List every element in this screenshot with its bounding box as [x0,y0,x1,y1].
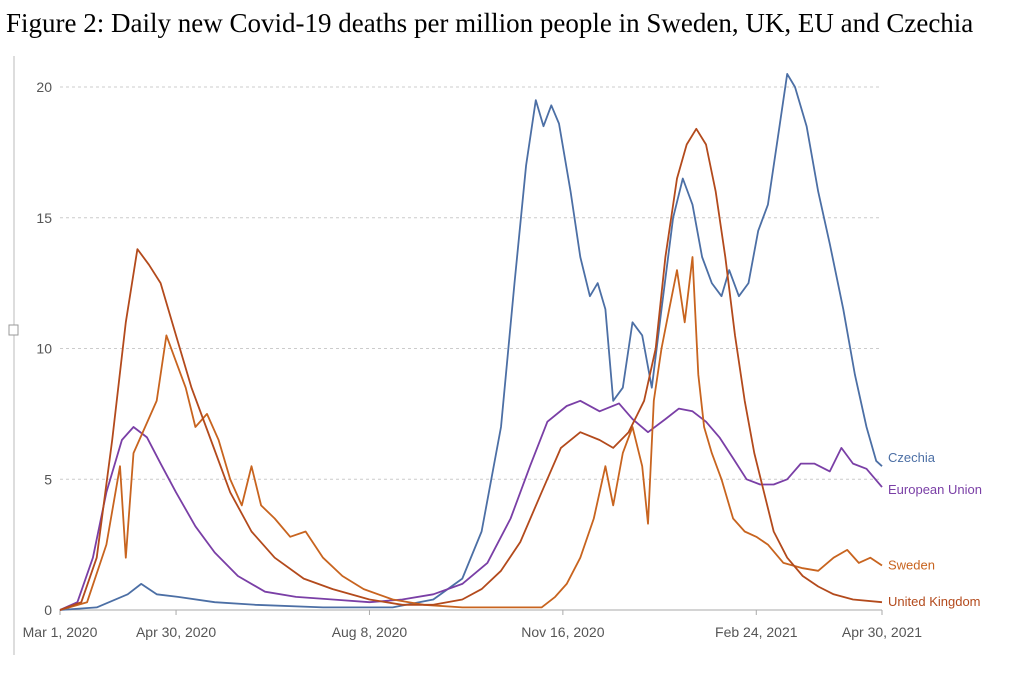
series-labels: Czechia European Union Sweden United Kingdo… [888,450,982,609]
series-label-european-union: European Union [888,482,982,497]
series-line-sweden [59,256,883,611]
gridlines [60,86,882,611]
y-axis-ticks: 0 5 10 15 20 [36,79,52,618]
series-label-sweden: Sweden [888,558,935,573]
x-axis-ticks: Mar 1, 2020 Apr 30, 2020 Aug 8, 2020 Nov 16… [23,610,922,640]
series-line-united-kingdom [59,127,883,611]
series-label-united-kingdom: United Kingdom [888,594,981,609]
series-line-european-union [59,399,883,611]
series-lines [59,73,883,611]
y-tick-label-15: 15 [36,210,52,226]
series-line-czechia [59,73,883,611]
x-tick-label-4: Feb 24, 2021 [715,624,798,640]
series-label-czechia: Czechia [888,450,936,465]
figure-title: Figure 2: Daily new Covid-19 deaths per … [6,8,974,38]
y-tick-label-20: 20 [36,79,52,95]
x-tick-label-5: Apr 30, 2021 [842,624,922,640]
x-tick-label-0: Mar 1, 2020 [23,624,98,640]
y-tick-label-5: 5 [44,471,52,487]
y-tick-label-0: 0 [44,602,52,618]
resize-handle[interactable] [8,324,19,336]
x-tick-label-2: Aug 8, 2020 [332,624,408,640]
x-tick-label-1: Apr 30, 2020 [136,624,216,640]
x-tick-label-3: Nov 16, 2020 [521,624,604,640]
y-tick-label-10: 10 [36,341,52,357]
